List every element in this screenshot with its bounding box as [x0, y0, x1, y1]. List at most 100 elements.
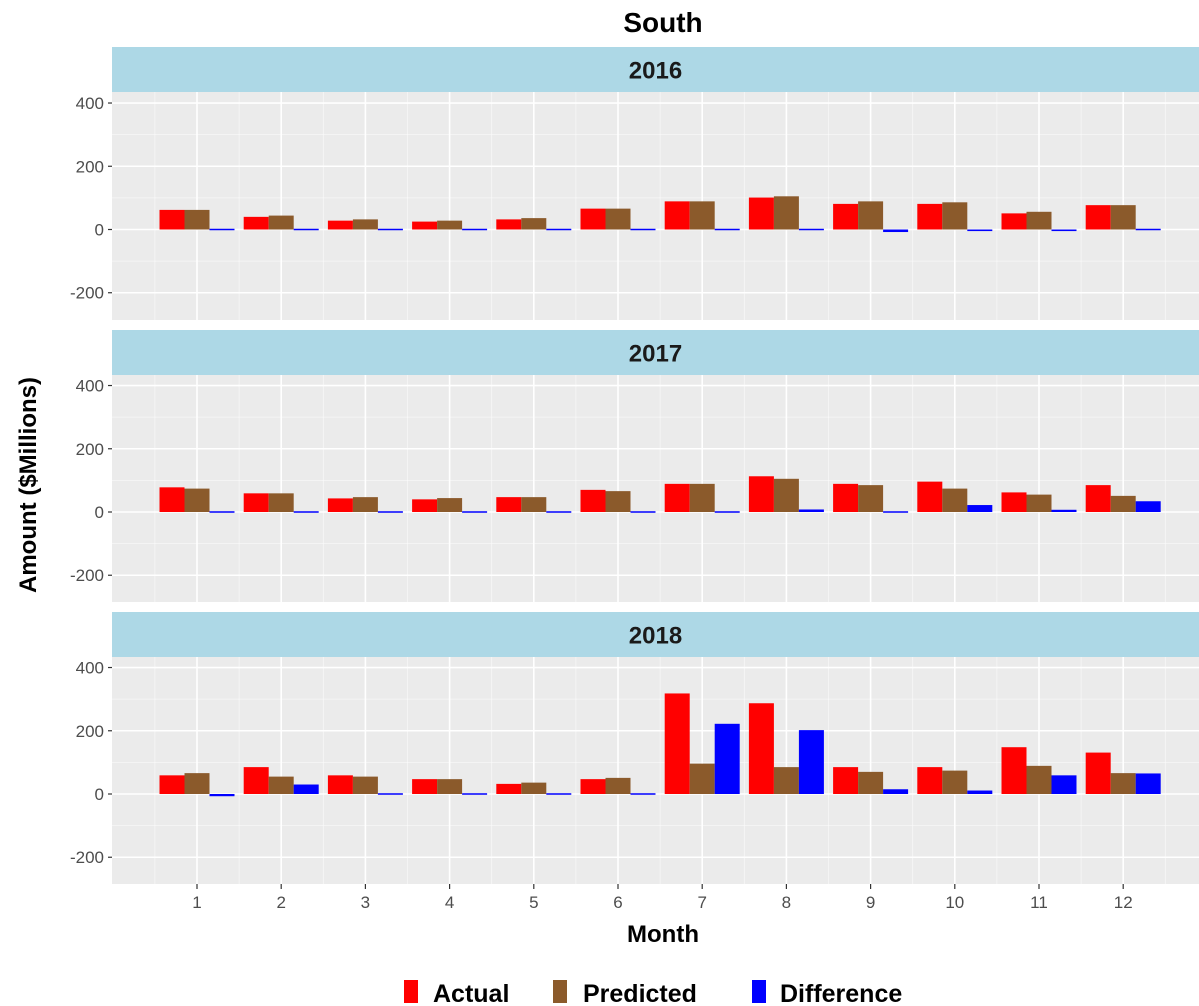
bar-difference-2017-m9: [883, 511, 909, 513]
bar-difference-2016-m2: [293, 228, 319, 231]
bar-actual-2018-m5: [496, 783, 522, 794]
bar-actual-2018-m7: [664, 693, 690, 794]
bar-actual-2017-m9: [833, 483, 859, 512]
facet-strip-label: 2018: [629, 623, 682, 650]
bar-predicted-2016-m9: [858, 201, 884, 230]
bar-difference-2017-m5: [546, 511, 572, 513]
bar-predicted-2018-m6: [605, 777, 631, 794]
x-tick-label: 5: [529, 893, 538, 912]
y-tick-label: 0: [95, 221, 104, 240]
bar-difference-2016-m5: [546, 228, 572, 231]
y-tick-label: 0: [95, 785, 104, 804]
facet-strip: [112, 330, 1199, 375]
bar-difference-2018-m7: [714, 723, 740, 794]
bar-difference-2017-m2: [293, 511, 319, 513]
bar-predicted-2018-m1: [184, 773, 210, 794]
bar-predicted-2018-m9: [858, 771, 884, 794]
bar-predicted-2018-m11: [1026, 765, 1052, 794]
facet-strip-label: 2017: [629, 341, 682, 368]
x-tick-label: 7: [697, 893, 706, 912]
bar-actual-2016-m4: [412, 221, 438, 230]
bar-difference-2016-m8: [798, 228, 824, 231]
bar-actual-2016-m8: [748, 197, 774, 230]
legend-key-actual: [404, 980, 418, 1003]
bar-actual-2016-m11: [1001, 213, 1027, 230]
bar-predicted-2016-m4: [437, 220, 463, 230]
bar-difference-2018-m3: [377, 793, 403, 795]
x-axis-title: Month: [627, 921, 699, 948]
x-tick-label: 10: [945, 893, 964, 912]
chart-title: South: [623, 7, 702, 38]
facet-strip-label: 2016: [629, 58, 682, 85]
bar-difference-2017-m10: [967, 505, 993, 512]
bar-actual-2018-m4: [412, 779, 438, 794]
bar-actual-2017-m3: [327, 498, 353, 512]
bar-predicted-2016-m11: [1026, 211, 1052, 230]
bar-difference-2018-m9: [883, 789, 909, 794]
bar-difference-2016-m6: [630, 228, 656, 231]
y-tick-label: -200: [70, 566, 104, 585]
panel-background: [112, 92, 1199, 320]
bar-predicted-2018-m2: [268, 776, 294, 794]
bar-difference-2017-m1: [209, 511, 235, 513]
bar-actual-2016-m5: [496, 219, 522, 230]
y-tick-label: 200: [76, 440, 104, 459]
bar-difference-2016-m1: [209, 228, 235, 231]
bar-difference-2018-m2: [293, 784, 319, 794]
bar-predicted-2017-m3: [352, 497, 378, 512]
bar-actual-2018-m11: [1001, 747, 1027, 794]
facet-strip: [112, 47, 1199, 92]
x-tick-label: 8: [782, 893, 791, 912]
bar-actual-2017-m1: [159, 487, 185, 512]
x-tick-label: 3: [361, 893, 370, 912]
panel-background: [112, 375, 1199, 602]
legend: Actual Predicted Difference: [404, 980, 902, 1006]
x-tick-label: 9: [866, 893, 875, 912]
x-tick-label: 2: [276, 893, 285, 912]
y-tick-label: 400: [76, 94, 104, 113]
bar-actual-2018-m3: [327, 775, 353, 794]
bar-actual-2017-m12: [1085, 485, 1111, 512]
bar-difference-2017-m8: [798, 509, 824, 512]
bar-difference-2018-m5: [546, 793, 572, 795]
legend-label-difference: Difference: [780, 980, 902, 1006]
bar-predicted-2017-m1: [184, 488, 210, 512]
bar-difference-2018-m8: [798, 730, 824, 794]
bar-actual-2017-m2: [243, 493, 269, 512]
bar-actual-2017-m11: [1001, 492, 1027, 512]
bar-actual-2016-m6: [580, 208, 606, 230]
bar-actual-2016-m9: [833, 203, 859, 230]
bar-predicted-2018-m4: [437, 779, 463, 794]
y-tick-label: 200: [76, 722, 104, 741]
bar-predicted-2017-m4: [437, 498, 463, 512]
legend-label-actual: Actual: [433, 980, 509, 1006]
bar-predicted-2016-m10: [942, 202, 968, 230]
bar-difference-2018-m10: [967, 790, 993, 794]
bar-difference-2018-m12: [1135, 773, 1161, 794]
bar-difference-2017-m4: [462, 511, 488, 513]
bar-actual-2017-m7: [664, 483, 690, 512]
bar-predicted-2017-m9: [858, 485, 884, 512]
bar-predicted-2018-m5: [521, 782, 547, 794]
legend-label-predicted: Predicted: [583, 980, 697, 1006]
facet-panel-2017: 2017 -200 0 200 400: [70, 330, 1199, 602]
bar-actual-2016-m1: [159, 209, 185, 230]
bar-predicted-2017-m8: [773, 478, 799, 512]
bar-actual-2018-m6: [580, 779, 606, 794]
bar-predicted-2016-m7: [689, 201, 715, 230]
bar-difference-2016-m7: [714, 228, 740, 231]
bar-predicted-2017-m2: [268, 493, 294, 512]
bar-predicted-2016-m3: [352, 219, 378, 230]
bar-actual-2017-m8: [748, 476, 774, 512]
bar-difference-2018-m4: [462, 793, 488, 795]
bar-predicted-2017-m5: [521, 497, 547, 512]
bar-predicted-2018-m10: [942, 770, 968, 794]
bar-actual-2016-m7: [664, 201, 690, 230]
x-tick-label: 4: [445, 893, 454, 912]
bar-predicted-2018-m8: [773, 767, 799, 794]
bar-actual-2018-m2: [243, 767, 269, 794]
bar-difference-2017-m3: [377, 511, 403, 513]
bar-predicted-2018-m7: [689, 763, 715, 794]
x-tick-label: 6: [613, 893, 622, 912]
